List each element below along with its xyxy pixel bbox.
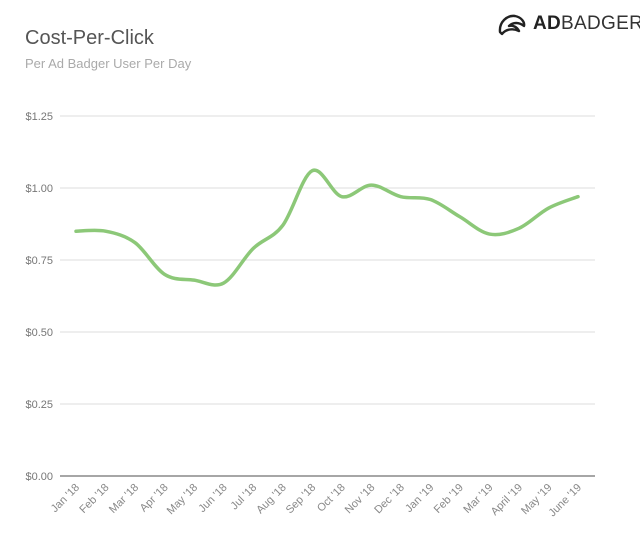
chart-subtitle: Per Ad Badger User Per Day (25, 56, 192, 71)
x-tick-label: June '19 (546, 482, 584, 520)
y-tick-label: $0.00 (25, 471, 53, 483)
x-tick-label: Nov '18 (343, 482, 378, 517)
badger-icon (498, 14, 526, 36)
x-tick-label: Dec '18 (372, 482, 407, 517)
x-tick-label: Oct '18 (315, 482, 348, 515)
x-tick-label: Jan '18 (49, 482, 82, 515)
y-tick-label: $0.75 (25, 255, 53, 267)
series-line (74, 168, 580, 287)
x-tick-label: Jun '18 (196, 482, 229, 515)
x-tick-label: Feb '19 (432, 482, 466, 516)
chart-title: Cost-Per-Click (25, 27, 154, 49)
y-tick-label: $0.50 (25, 327, 53, 339)
y-tick-label: $0.25 (25, 399, 53, 411)
y-tick-label: $1.25 (25, 111, 53, 123)
adbadger-logo: ADBADGER (497, 12, 640, 36)
x-tick-label: Sep '18 (284, 482, 319, 517)
x-tick-label: May '18 (165, 482, 200, 517)
x-tick-label: Feb '18 (77, 482, 111, 516)
y-tick-label: $1.00 (25, 183, 53, 195)
x-tick-label: Jan '19 (403, 482, 436, 515)
logo-text: ADBADGER (533, 13, 640, 34)
x-tick-label: Mar '18 (107, 482, 141, 516)
x-tick-label: Aug '18 (254, 482, 289, 517)
x-tick-label: April '19 (489, 482, 525, 518)
